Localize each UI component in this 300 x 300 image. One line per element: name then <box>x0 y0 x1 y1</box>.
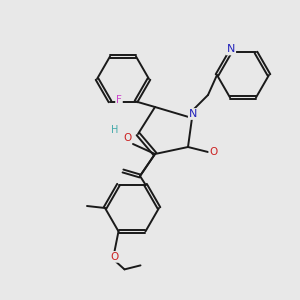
Text: N: N <box>227 44 235 55</box>
Text: F: F <box>116 94 122 104</box>
Text: H: H <box>111 125 119 135</box>
Text: N: N <box>189 109 197 119</box>
Text: O: O <box>123 133 131 143</box>
Text: O: O <box>209 147 217 157</box>
Text: O: O <box>110 252 118 262</box>
